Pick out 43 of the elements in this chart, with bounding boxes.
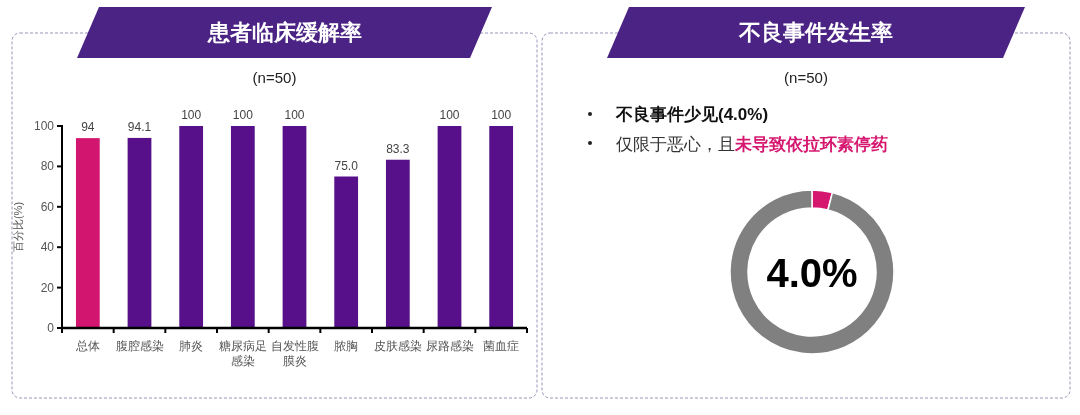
bar — [489, 126, 514, 328]
donut-slice — [729, 189, 895, 355]
y-tick-label: 0 — [47, 321, 55, 335]
data-label: 100 — [491, 108, 512, 122]
x-tick-label: 腹腔感染 — [115, 339, 164, 353]
x-tick-label: 脓胸 — [334, 339, 359, 353]
bar — [437, 126, 462, 328]
x-tick-label: 菌血症 — [483, 339, 520, 353]
text: 4.0% — [766, 251, 858, 295]
x-tick-label: 尿路感染 — [425, 339, 474, 353]
chart-subtitle: (n=50) — [784, 69, 828, 86]
bar — [75, 138, 100, 328]
x-tick-label: 糖尿病足感染 — [218, 339, 267, 368]
chart-title: 不良事件发生率 — [738, 20, 893, 45]
bar — [127, 137, 152, 328]
x-tick-label: 自发性腹膜炎 — [270, 339, 319, 368]
y-axis-title: 百分比(%) — [12, 201, 24, 253]
chart-title: 患者临床缓解率 — [206, 20, 362, 45]
text: 不良事件少见(4.0%) — [615, 105, 769, 124]
y-tick-label: 40 — [40, 240, 55, 255]
data-label: 75.0 — [334, 158, 359, 173]
data-label: 83.3 — [386, 141, 410, 156]
data-label: 100 — [439, 108, 460, 122]
bar — [334, 176, 359, 328]
x-tick-label: 肺炎 — [179, 339, 204, 353]
bar — [230, 126, 255, 328]
y-tick-label: 80 — [40, 159, 55, 174]
data-label: 94.1 — [127, 119, 152, 134]
bar — [282, 126, 307, 328]
text: 仅限于恶心，且 — [616, 135, 735, 154]
text: 未导致依拉环素停药 — [734, 135, 888, 154]
data-label: 94 — [81, 120, 95, 135]
bar — [385, 159, 410, 328]
data-label: 100 — [284, 108, 305, 122]
x-tick-label: 总体 — [74, 339, 100, 353]
y-tick-label: 100 — [33, 119, 55, 133]
data-label: 100 — [181, 108, 202, 122]
bar — [179, 126, 204, 328]
y-tick-label: 20 — [40, 280, 55, 295]
x-tick-label: 皮肤感染 — [373, 339, 422, 353]
chart-subtitle: (n=50) — [252, 69, 297, 86]
y-tick-label: 60 — [40, 199, 55, 214]
data-label: 100 — [232, 108, 254, 122]
